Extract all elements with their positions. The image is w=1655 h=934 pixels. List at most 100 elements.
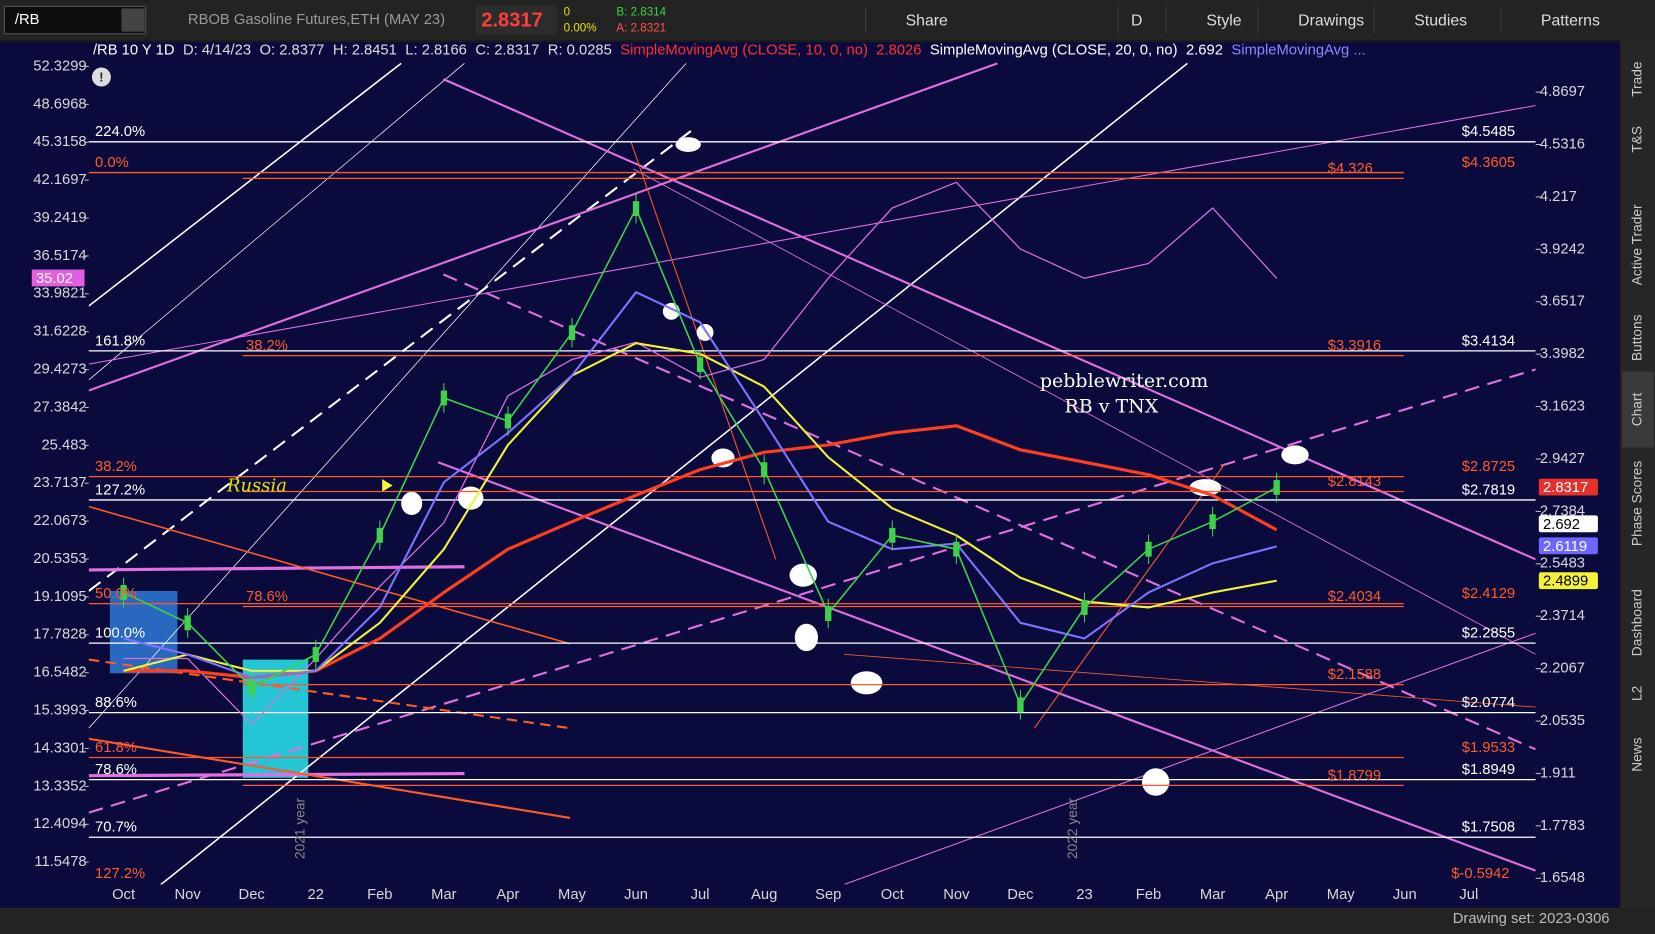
x-tick-label: Oct <box>881 887 904 903</box>
toolbar-button[interactable]: Studies <box>1414 12 1467 29</box>
sidebar-tab[interactable]: News <box>1630 737 1645 771</box>
year-marker: 2021 year <box>292 798 307 859</box>
fib-label: 50.0% <box>95 586 137 602</box>
price-badge <box>1538 572 1598 590</box>
change-pct: 0.00% <box>564 22 597 35</box>
left-axis-area <box>0 42 89 885</box>
symbol-dropdown[interactable] <box>121 8 145 32</box>
level-label: $1.9533 <box>1462 740 1515 756</box>
fib-label: 127.2% <box>95 866 145 882</box>
left-tick-label: 25.483 <box>41 437 86 453</box>
left-tick-label: 14.3301 <box>33 740 86 756</box>
toolbar-button[interactable]: Style <box>1206 12 1241 29</box>
alert-icon[interactable] <box>91 67 111 87</box>
header-item: SimpleMovingAvg ... <box>1231 43 1365 59</box>
left-tick-label: 45.3158 <box>33 134 86 150</box>
toolbar-button[interactable]: Drawings <box>1298 12 1364 29</box>
right-tick-label: 4.5316 <box>1540 136 1585 152</box>
annotation: Russia <box>226 476 287 497</box>
left-tick-label: 22.0673 <box>33 513 86 529</box>
sidebar-tab[interactable]: Chart <box>1630 393 1645 427</box>
bid: B: 2.8314 <box>616 6 666 19</box>
level-label: $2.2855 <box>1462 626 1515 642</box>
toolbar-button[interactable]: Share <box>906 12 948 29</box>
sidebar-tab[interactable]: Trade <box>1630 61 1645 97</box>
left-tick-label: 33.9821 <box>33 286 86 302</box>
price-badge-label: 2.692 <box>1543 517 1580 533</box>
drawing-set: Drawing set: 2023-0306 <box>1453 911 1610 927</box>
left-badge-label: 35.02 <box>36 271 73 287</box>
left-tick-label: 19.1095 <box>33 589 86 605</box>
change: 0 <box>564 6 570 19</box>
x-tick-label: Aug <box>751 887 777 903</box>
left-tick-label: 39.2419 <box>33 210 86 226</box>
header-item: L: 2.8166 <box>405 43 467 59</box>
sidebar-tab[interactable]: Phase Scores <box>1630 461 1645 546</box>
fib-label: 38.2% <box>246 338 288 354</box>
toolbar-button[interactable]: D <box>1131 12 1142 29</box>
left-tick-label: 15.3993 <box>33 703 86 719</box>
right-tick-label: 1.7783 <box>1540 818 1585 834</box>
left-tick-label: 12.4094 <box>33 816 86 832</box>
toolbar-button[interactable]: Patterns <box>1541 12 1600 29</box>
right-tick-label: 3.3982 <box>1540 346 1585 362</box>
left-badge <box>31 269 85 287</box>
right-tick-label: 2.9427 <box>1540 451 1585 467</box>
level-label: $2.1588 <box>1328 667 1381 683</box>
price-badge-label: 2.8317 <box>1543 480 1588 496</box>
header-item: /RB 10 Y 1D <box>93 43 175 59</box>
fib-label: 78.6% <box>95 762 137 778</box>
level-label: $4.5485 <box>1462 124 1515 140</box>
level-label: $3.3916 <box>1328 338 1381 354</box>
sidebar-tab[interactable]: L2 <box>1630 686 1645 701</box>
right-tick-label: 2.3714 <box>1540 608 1585 624</box>
sidebar-tab[interactable]: Active Trader <box>1630 204 1645 285</box>
right-tick-label: 3.9242 <box>1540 241 1585 257</box>
left-tick-label: 42.1697 <box>33 172 86 188</box>
ask: A: 2.8321 <box>616 22 666 35</box>
drawings <box>88 62 1536 885</box>
last-price: 2.8317 <box>481 9 542 31</box>
left-tick-label: 17.7828 <box>33 627 86 643</box>
right-tick-label: 2.2067 <box>1540 661 1585 677</box>
sidebar-tab[interactable]: T&S <box>1630 126 1645 153</box>
fib-label: 161.8% <box>95 333 145 349</box>
x-tick-label: Apr <box>496 887 519 903</box>
header-item: C: 2.8317 <box>475 43 539 59</box>
sidebar-tab[interactable]: Buttons <box>1630 314 1645 361</box>
symbol: /RB <box>15 12 40 28</box>
right-tick-label: 2.0535 <box>1540 713 1585 729</box>
x-tick-label: 23 <box>1076 887 1092 903</box>
fib-label: 78.6% <box>246 589 288 605</box>
header-item: D: 4/14/23 <box>183 43 251 59</box>
price-badge <box>1538 478 1598 496</box>
right-tick-label: 2.7384 <box>1540 503 1585 519</box>
fib-label: 88.6% <box>95 695 137 711</box>
fib-label: 100.0% <box>95 626 145 642</box>
x-tick-label: Oct <box>112 887 135 903</box>
x-tick-label: Nov <box>174 887 201 903</box>
level-label: $-0.5942 <box>1451 866 1509 882</box>
x-tick-label: Apr <box>1265 887 1288 903</box>
level-label: $4.326 <box>1328 161 1373 177</box>
moving-average <box>123 291 1277 679</box>
fib-label: 127.2% <box>95 482 145 498</box>
sidebar <box>1620 40 1655 908</box>
last-box <box>475 5 558 35</box>
left-tick-label: 16.5482 <box>33 665 86 681</box>
watermark: pebblewriter.com <box>1040 370 1208 392</box>
sidebar-tab[interactable]: Dashboard <box>1630 589 1645 656</box>
header-item: R: 0.0285 <box>548 43 612 59</box>
watermark-subtitle: RB v TNX <box>1064 395 1158 417</box>
price-badge-label: 2.4899 <box>1543 574 1588 590</box>
fib-label: 38.2% <box>95 459 137 475</box>
alert-icon-mark: ! <box>99 70 103 84</box>
fib-label: 0.0% <box>95 155 129 171</box>
x-tick-label: Feb <box>1136 887 1161 903</box>
x-tick-label: May <box>558 887 587 903</box>
left-tick-label: 52.3299 <box>33 58 86 74</box>
x-tick-label: Jun <box>624 887 648 903</box>
header-item: H: 2.8451 <box>333 43 397 59</box>
x-tick-label: Dec <box>239 887 265 903</box>
